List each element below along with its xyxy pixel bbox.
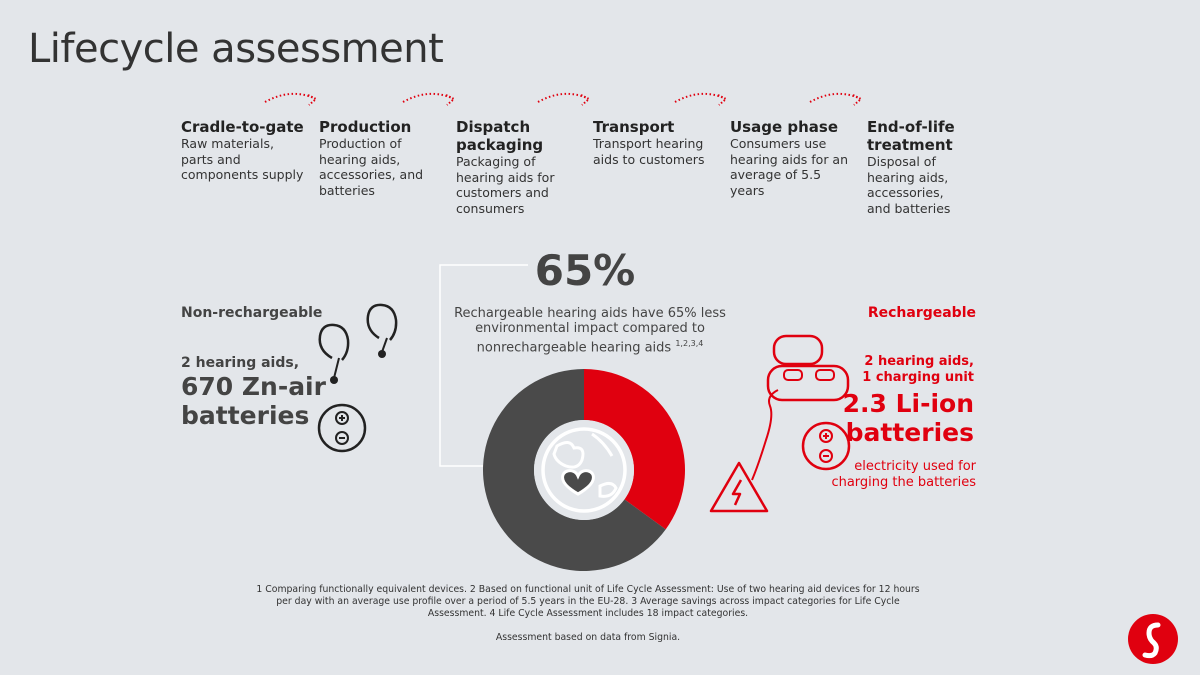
donut-chart [483, 369, 685, 571]
rechargeable-count-line1: 2 hearing aids, [864, 354, 974, 369]
comparison-description: Rechargeable hearing aids have 65% less … [440, 306, 740, 355]
dotted-arrow-icon [537, 92, 591, 106]
non-rechargeable-batteries: 670 Zn-air batteries [181, 372, 326, 430]
battery-icon [801, 421, 851, 471]
step-title: End-of-life treatment [867, 118, 955, 154]
footnote-refs: 1,2,3,4 [675, 339, 704, 348]
step-description: Production of hearing aids, accessories,… [319, 136, 424, 198]
step-title: Cradle-to-gate [181, 118, 304, 136]
rechargeable-batteries: 2.3 Li-ion batteries [842, 389, 974, 447]
hearing-aid-icon [318, 303, 398, 384]
step-cradle-to-gate: Cradle-to-gate Raw materials, parts and … [181, 118, 306, 183]
dotted-arrow-icon [264, 92, 318, 106]
comparison-text: Rechargeable hearing aids have 65% less … [454, 306, 726, 356]
step-end-of-life: End-of-life treatment Disposal of hearin… [867, 118, 967, 216]
rechargeable-count-line2: 1 charging unit [862, 370, 974, 385]
headline-percentage: 65% [534, 246, 636, 295]
step-title: Transport [593, 118, 675, 136]
step-production: Production Production of hearing aids, a… [319, 118, 444, 198]
charging-case-icon [751, 334, 850, 481]
battery-icon [317, 403, 367, 453]
signia-logo [1128, 614, 1178, 664]
source-note: Assessment based on data from Signia. [495, 632, 681, 643]
page-title: Lifecycle assessment [28, 26, 444, 72]
globe-heart-icon [541, 427, 627, 513]
dotted-arrow-icon [674, 92, 728, 106]
step-description: Packaging of hearing aids for customers … [456, 154, 555, 216]
step-description: Disposal of hearing aids, accessories, a… [867, 154, 951, 216]
donut-slice-non-rechargeable [483, 369, 666, 571]
step-title: Dispatch packaging [456, 118, 544, 154]
non-rechargeable-label: Non-rechargeable [181, 305, 323, 321]
donut-slice-rechargeable [584, 369, 685, 530]
step-description: Consumers use hearing aids for an averag… [730, 136, 849, 198]
rechargeable-label: Rechargeable [867, 305, 976, 321]
dotted-arrow-icon [809, 92, 863, 106]
step-transport: Transport Transport hearing aids to cust… [593, 118, 718, 167]
rechargeable-count: 2 hearing aids, 1 charging unit [834, 354, 974, 386]
step-title: Usage phase [730, 118, 839, 136]
non-rechargeable-count: 2 hearing aids, [181, 355, 300, 371]
step-usage-phase: Usage phase Consumers use hearing aids f… [730, 118, 848, 198]
bracket-line [439, 264, 528, 467]
high-voltage-icon [709, 461, 769, 513]
footnotes: 1 Comparing functionally equivalent devi… [256, 584, 920, 619]
dotted-arrow-icon [402, 92, 456, 106]
step-description: Transport hearing aids to customers [593, 136, 705, 167]
rechargeable-electricity: electricity used for charging the batter… [831, 459, 976, 490]
step-dispatch-packaging: Dispatch packaging Packaging of hearing … [456, 118, 566, 216]
step-title: Production [319, 118, 412, 136]
step-description: Raw materials, parts and components supp… [181, 136, 304, 182]
